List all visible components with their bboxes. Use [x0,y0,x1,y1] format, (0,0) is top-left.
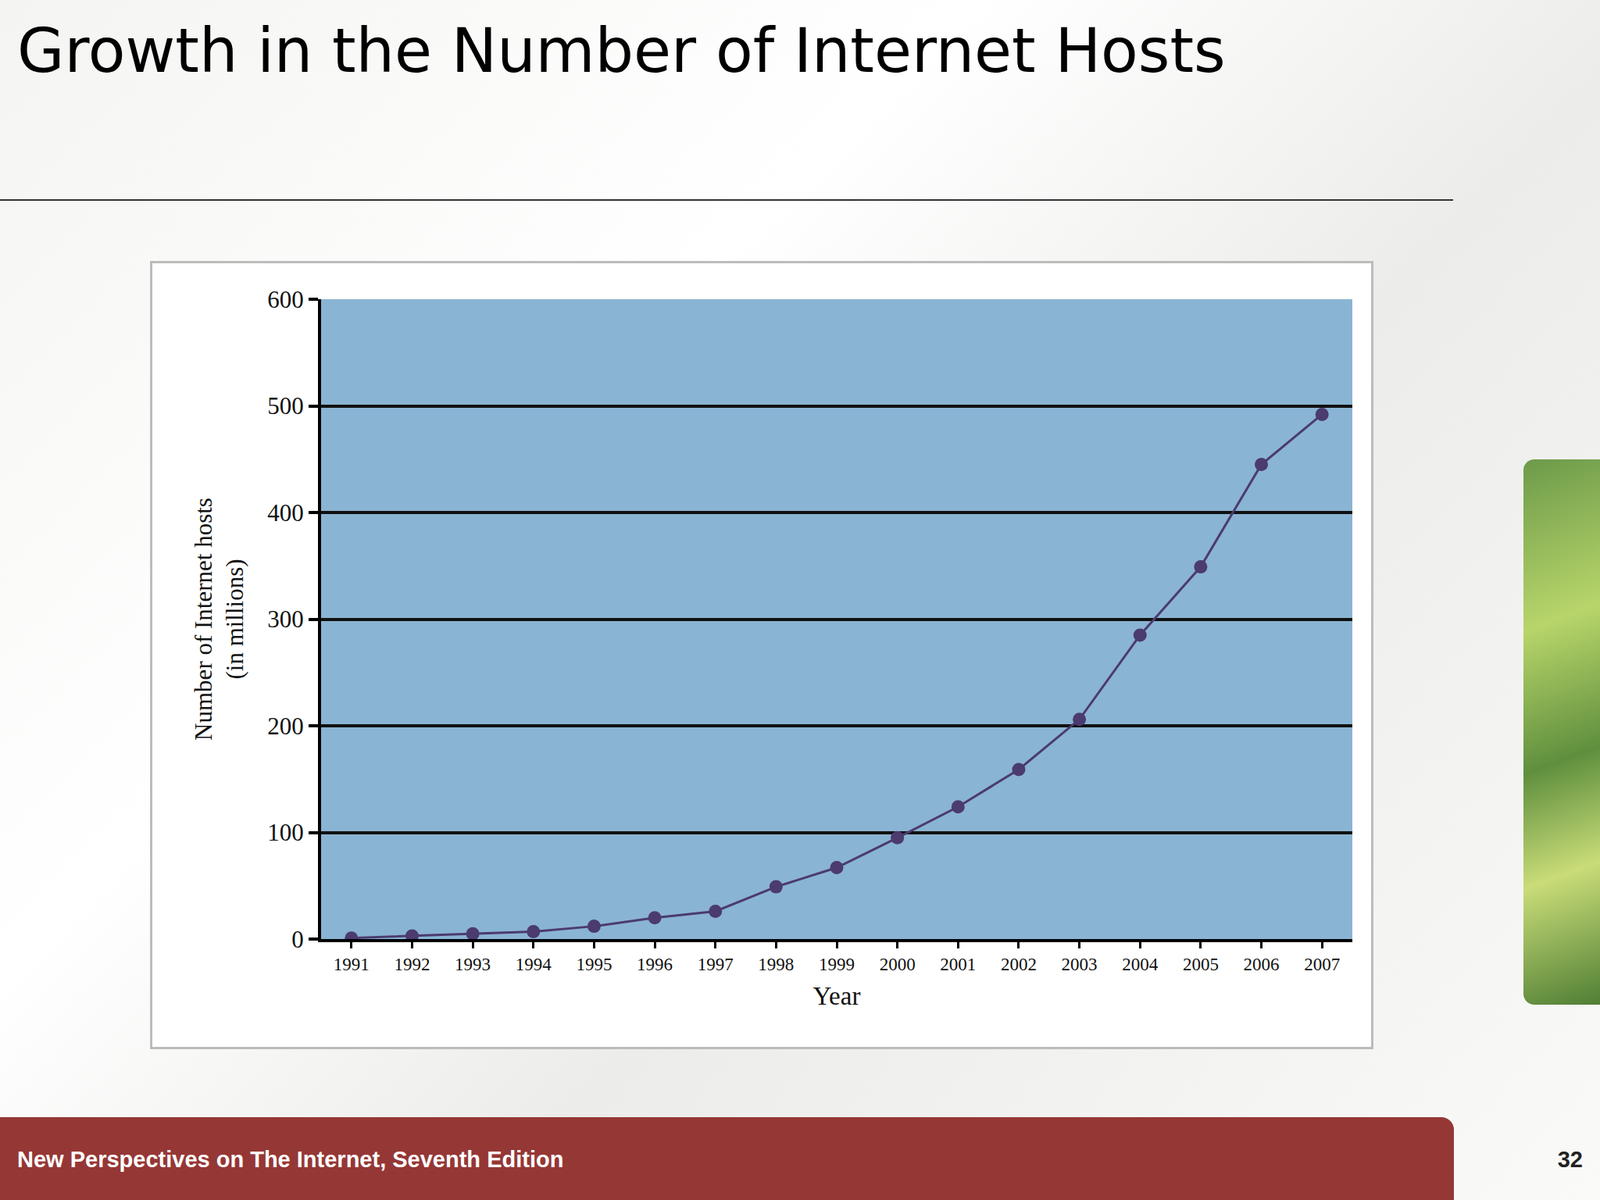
svg-text:1993: 1993 [454,954,491,975]
svg-text:1994: 1994 [515,954,553,975]
svg-text:2000: 2000 [879,954,916,975]
svg-text:2002: 2002 [1000,954,1037,975]
svg-text:1992: 1992 [393,954,430,975]
svg-text:600: 600 [267,285,304,314]
svg-text:Year: Year [813,982,861,1011]
svg-text:100: 100 [267,818,304,847]
svg-text:1996: 1996 [636,954,673,975]
svg-text:300: 300 [267,605,304,633]
svg-text:1997: 1997 [697,954,734,975]
svg-text:400: 400 [267,499,304,527]
svg-text:Number of Internet hosts(in mi: Number of Internet hosts(in millions) [189,497,249,741]
svg-text:1991: 1991 [333,954,370,975]
svg-text:500: 500 [267,392,304,420]
svg-text:1995: 1995 [575,954,612,975]
html-text:32: 32 [1557,1146,1583,1172]
svg-text:2006: 2006 [1243,954,1280,975]
svg-text:200: 200 [267,712,304,740]
svg-text:2007: 2007 [1303,954,1340,975]
svg-text:2003: 2003 [1061,954,1098,975]
svg-text:2004: 2004 [1121,954,1159,975]
html-text:New Perspectives on The Intern: New Perspectives on The Internet, Sevent… [17,1146,564,1172]
svg-text:1999: 1999 [818,954,855,975]
svg-text:2001: 2001 [939,954,976,975]
svg-text:0: 0 [291,925,304,954]
html-text:Growth in the Number of Intern: Growth in the Number of Internet Hosts [17,15,1226,86]
svg-text:1998: 1998 [757,954,794,975]
svg-text:2005: 2005 [1182,954,1219,975]
